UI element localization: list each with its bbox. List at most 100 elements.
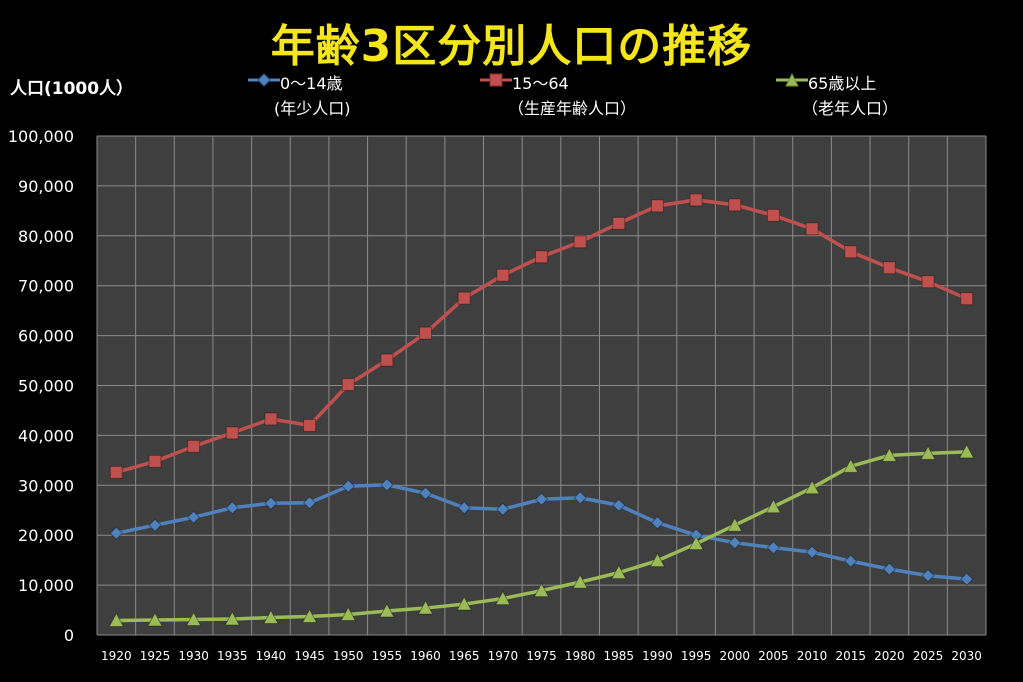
data-point: [688, 535, 704, 551]
data-point: [456, 596, 473, 611]
y-tick-label: 30,000: [18, 476, 74, 495]
data-point: [650, 516, 665, 530]
data-point: [572, 574, 588, 589]
data-point: [804, 479, 820, 495]
data-point: [728, 198, 742, 212]
data-point: [496, 268, 510, 282]
data-point: [380, 353, 394, 367]
data-point: [612, 216, 626, 230]
chart-title: 年齢3区分別人口の推移: [270, 21, 753, 72]
x-tick-label: 1995: [681, 649, 712, 663]
y-tick-label: 70,000: [18, 277, 74, 296]
data-point: [109, 465, 123, 479]
data-point: [805, 545, 819, 559]
data-point: [108, 612, 125, 628]
x-tick-label: 1950: [333, 649, 364, 663]
data-point: [417, 599, 434, 615]
data-point: [959, 572, 974, 586]
y-tick-label: 0: [64, 626, 74, 645]
data-point: [766, 540, 781, 555]
data-point: [881, 447, 898, 462]
data-point: [689, 193, 703, 207]
legend-marker-working: [480, 73, 512, 87]
legend-label-elderly: 65歳以上: [808, 74, 877, 93]
x-tick-label: 1965: [449, 649, 480, 663]
x-tick-label: 2005: [758, 649, 789, 663]
data-point: [264, 412, 278, 426]
data-point: [921, 568, 935, 583]
x-tick-label: 1945: [294, 649, 325, 663]
data-point: [301, 608, 318, 624]
data-point: [148, 518, 162, 532]
y-tick-label: 10,000: [18, 576, 74, 595]
data-point: [496, 502, 510, 516]
y-axis-ticks: 0 10,000 20,000 30,000 40,000 50,000 60,000 70,…: [8, 127, 74, 645]
legend-sublabel-working: （生産年齢人口）: [508, 99, 637, 118]
data-point: [457, 291, 471, 305]
data-point: [224, 610, 241, 626]
legend-sublabel-young: (年少人口): [274, 99, 351, 118]
data-point: [921, 275, 935, 289]
y-tick-label: 80,000: [18, 227, 74, 246]
legend-sublabel-elderly: （老年人口）: [802, 99, 899, 118]
data-point: [649, 552, 666, 568]
grid-lines: [96, 135, 987, 636]
series-layer: [108, 193, 975, 628]
data-point: [341, 479, 355, 494]
data-point: [960, 292, 974, 306]
data-point: [419, 326, 433, 340]
x-tick-label: 1985: [604, 649, 635, 663]
data-point: [844, 245, 858, 259]
series-2: [108, 443, 975, 628]
data-point: [612, 498, 626, 512]
data-point: [573, 235, 587, 249]
data-point: [726, 517, 743, 532]
y-axis-label: 人口(1000人）: [10, 79, 134, 99]
x-tick-label: 1955: [372, 649, 403, 663]
x-tick-label: 1920: [101, 649, 132, 663]
y-tick-label: 90,000: [18, 177, 74, 196]
data-point: [882, 261, 896, 275]
data-point: [920, 445, 936, 460]
data-point: [805, 222, 819, 236]
data-point: [958, 443, 975, 459]
y-tick-label: 60,000: [18, 327, 74, 346]
data-point: [264, 496, 278, 510]
data-point: [186, 510, 201, 524]
legend-marker-elderly: [776, 72, 808, 87]
x-tick-label: 2020: [874, 649, 905, 663]
data-point: [303, 418, 317, 432]
data-point: [535, 250, 548, 264]
x-tick-label: 2000: [719, 649, 750, 663]
data-point: [573, 491, 587, 505]
x-tick-label: 1935: [217, 649, 248, 663]
data-point: [534, 492, 549, 506]
data-point: [457, 501, 471, 515]
data-point: [728, 535, 742, 550]
data-point: [418, 486, 433, 500]
data-point: [148, 454, 162, 468]
x-tick-label: 2030: [951, 649, 982, 663]
data-point: [610, 564, 627, 580]
data-point: [185, 611, 202, 627]
data-point: [766, 208, 780, 222]
data-point: [302, 496, 317, 510]
data-point: [495, 590, 511, 606]
data-point: [225, 501, 239, 515]
data-point: [379, 602, 395, 618]
series-0: [109, 478, 974, 586]
legend-marker-young: [248, 73, 280, 87]
data-point: [263, 609, 279, 625]
data-point: [109, 526, 124, 540]
legend-label-working: 15～64: [512, 74, 569, 93]
y-tick-label: 50,000: [18, 377, 74, 396]
x-tick-label: 1930: [178, 649, 209, 663]
data-point: [147, 611, 163, 627]
legend-label-young: 0～14歳: [280, 74, 343, 93]
data-point: [650, 199, 664, 213]
data-point: [844, 554, 858, 568]
data-point: [842, 458, 859, 473]
data-point: [882, 562, 897, 576]
data-point: [341, 378, 355, 392]
